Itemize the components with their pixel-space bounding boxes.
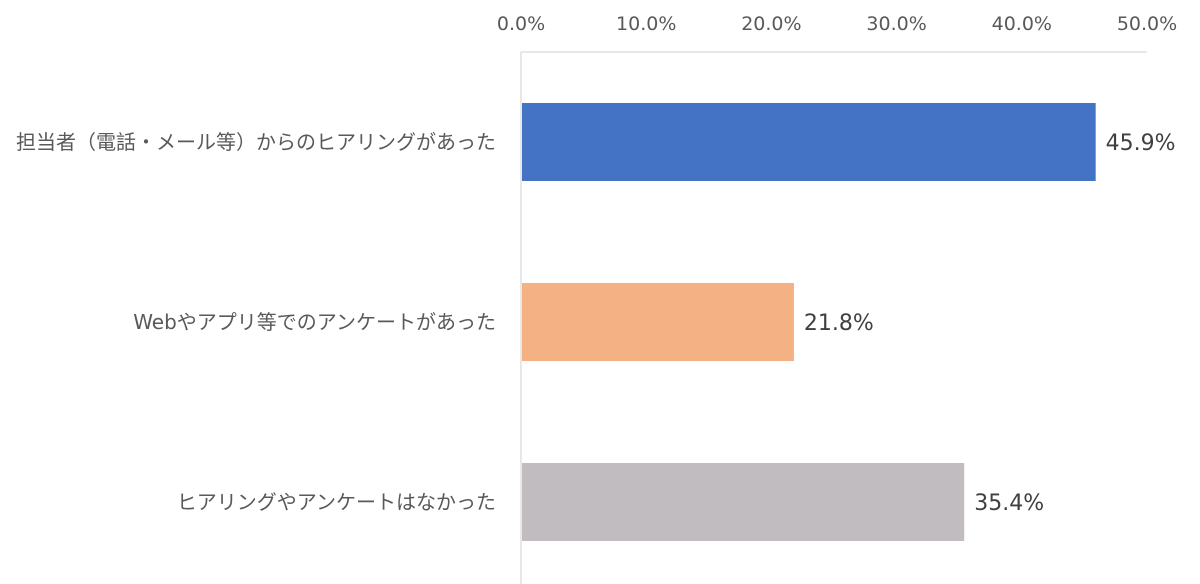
- bars: [522, 103, 1096, 541]
- data-label: 21.8%: [804, 311, 874, 336]
- x-tick-label: 50.0%: [1117, 13, 1177, 35]
- x-tick-label: 30.0%: [866, 13, 926, 35]
- category-label: ヒアリングやアンケートはなかった: [177, 490, 496, 514]
- data-label: 45.9%: [1106, 131, 1176, 156]
- x-axis: 0.0% 10.0% 20.0% 30.0% 40.0% 50.0%: [497, 13, 1177, 584]
- data-label: 35.4%: [974, 491, 1044, 516]
- bar: [522, 103, 1096, 181]
- category-label: Webやアプリ等でのアンケートがあった: [133, 310, 496, 334]
- x-tick-label: 10.0%: [616, 13, 676, 35]
- x-tick-label: 0.0%: [497, 13, 545, 35]
- category-label: 担当者（電話・メール等）からのヒアリングがあった: [16, 130, 496, 154]
- bar: [522, 463, 965, 541]
- x-tick-label: 20.0%: [741, 13, 801, 35]
- bar: [522, 283, 794, 361]
- x-tick-label: 40.0%: [992, 13, 1052, 35]
- labels: 担当者（電話・メール等）からのヒアリングがあった 45.9% Webやアプリ等でのア…: [16, 130, 1176, 516]
